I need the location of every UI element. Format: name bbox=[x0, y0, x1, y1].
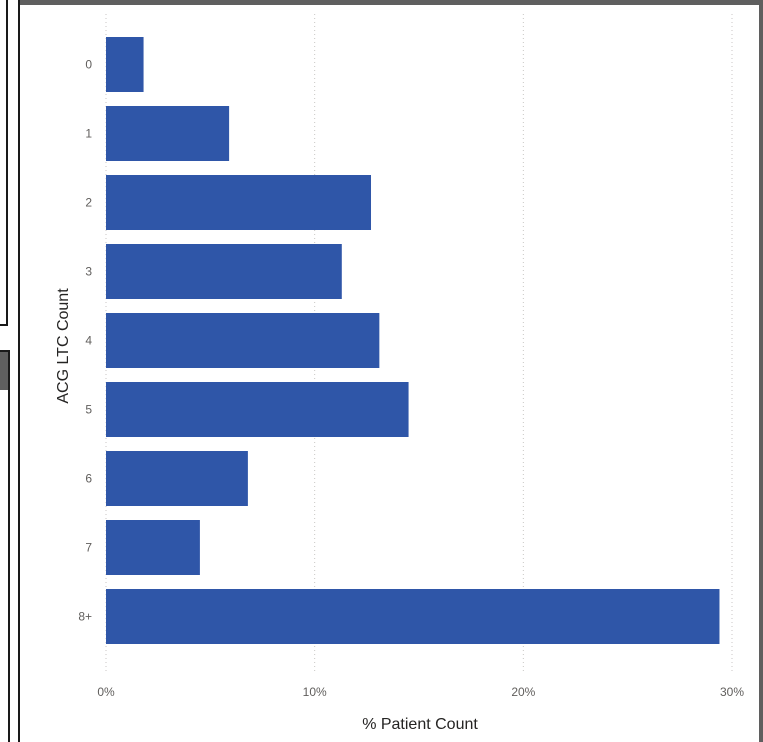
bar-7[interactable] bbox=[106, 520, 200, 575]
bar-chart: 0 1 2 3 4 5 6 7 8+ 0% 10% 20% 30% % Patient Count A… bbox=[55, 14, 744, 733]
bars bbox=[106, 37, 720, 644]
bar-6[interactable] bbox=[106, 451, 248, 506]
y-category-label: 0 bbox=[85, 58, 92, 72]
y-category-label: 1 bbox=[85, 127, 92, 141]
y-category-label: 3 bbox=[85, 265, 92, 279]
y-axis-title: ACG LTC Count bbox=[55, 288, 72, 404]
y-category-label: 8+ bbox=[78, 610, 92, 624]
bar-3[interactable] bbox=[106, 244, 342, 299]
bar-8plus[interactable] bbox=[106, 589, 720, 644]
x-tick-labels: 0% 10% 20% 30% bbox=[97, 685, 744, 699]
visual-right-edge bbox=[759, 0, 763, 742]
bar-4[interactable] bbox=[106, 313, 380, 368]
y-category-label: 6 bbox=[85, 472, 92, 486]
y-category-label: 7 bbox=[85, 541, 92, 555]
x-tick-label: 0% bbox=[97, 685, 115, 699]
x-tick-label: 30% bbox=[720, 685, 744, 699]
y-category-label: 2 bbox=[85, 196, 92, 210]
bar-2[interactable] bbox=[106, 175, 372, 230]
bar-1[interactable] bbox=[106, 106, 230, 161]
visual-header-bar bbox=[20, 0, 763, 5]
y-category-label: 4 bbox=[85, 334, 92, 348]
chart-visual-card[interactable]: 0 1 2 3 4 5 6 7 8+ 0% 10% 20% 30% % Patient Count A… bbox=[18, 0, 763, 742]
bar-0[interactable] bbox=[106, 37, 144, 92]
category-labels: 0 1 2 3 4 5 6 7 8+ bbox=[78, 58, 92, 624]
bar-5[interactable] bbox=[106, 382, 409, 437]
x-axis-title: % Patient Count bbox=[362, 716, 478, 733]
y-category-label: 5 bbox=[85, 403, 92, 417]
left-panel-bottom-frame bbox=[0, 350, 10, 742]
x-tick-label: 10% bbox=[303, 685, 327, 699]
x-tick-label: 20% bbox=[511, 685, 535, 699]
left-panel-top-frame bbox=[0, 0, 8, 326]
left-panel-header-bar bbox=[0, 350, 10, 390]
